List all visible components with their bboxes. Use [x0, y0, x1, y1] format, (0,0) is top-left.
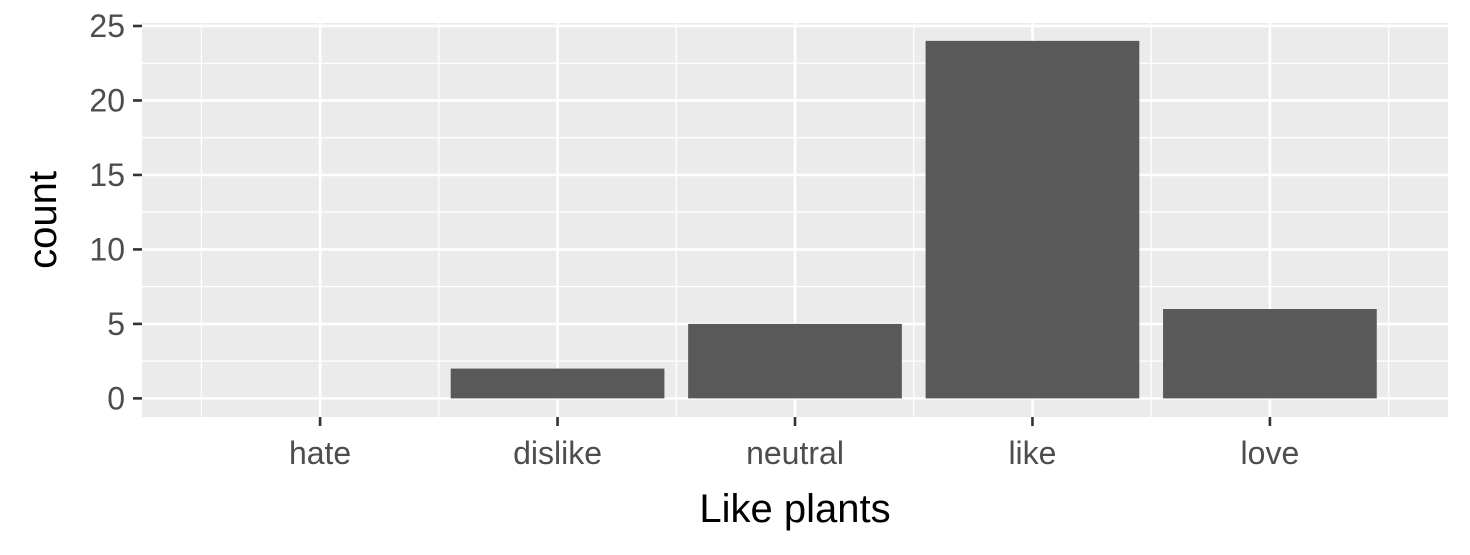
x-tick-label-love: love — [1241, 435, 1300, 471]
y-tick-label: 25 — [89, 8, 125, 44]
x-axis: hate dislike neutral like love — [289, 417, 1299, 471]
y-axis-title: count — [21, 171, 65, 269]
bars — [450, 40, 1377, 399]
x-tick-label-like: like — [1008, 435, 1056, 471]
y-tick-label: 5 — [107, 306, 125, 342]
y-tick-label: 20 — [89, 82, 125, 118]
y-axis: 0 5 10 15 20 25 — [89, 8, 142, 416]
x-tick-label-hate: hate — [289, 435, 351, 471]
y-tick-label: 0 — [107, 380, 125, 416]
bar-like — [925, 40, 1140, 399]
x-tick-label-neutral: neutral — [746, 435, 844, 471]
bar-love — [1163, 309, 1377, 399]
y-tick-label: 10 — [89, 231, 125, 267]
x-axis-title: Like plants — [699, 487, 890, 531]
bar-dislike — [450, 368, 665, 399]
bar-neutral — [688, 323, 902, 399]
x-tick-label-dislike: dislike — [513, 435, 602, 471]
y-tick-label: 15 — [89, 157, 125, 193]
